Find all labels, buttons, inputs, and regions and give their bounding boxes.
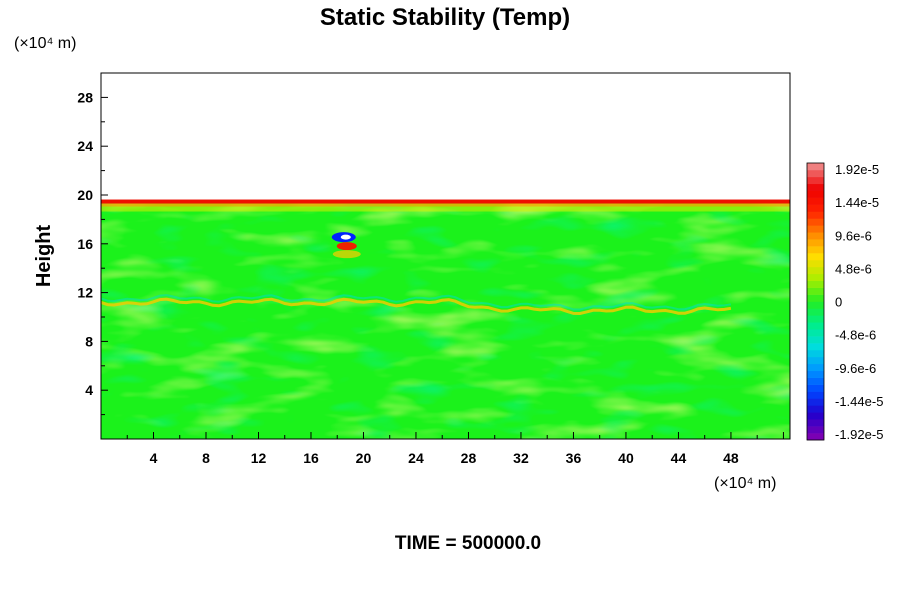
x-tick-label: 12 [251,450,267,466]
x-axis-unit: (×10⁴ m) [714,475,776,492]
colorbar-swatch [807,169,824,178]
x-tick-label: 40 [618,450,634,466]
colorbar-swatch [807,384,824,392]
colorbar-swatch [807,176,824,185]
colorbar-swatch [807,266,824,275]
colorbar-swatch [807,211,824,219]
plot-frame [100,72,791,440]
colorbar-frame [806,162,825,441]
colorbar-swatch [807,287,824,295]
x-tick-label: 4 [150,450,158,466]
colorbar-label: 1.44e-5 [835,195,879,210]
stability-field [100,73,790,439]
chart-title: Static Stability (Temp) [320,4,570,31]
colorbar-label: 4.8e-6 [835,261,872,276]
colorbar-swatch [807,322,824,330]
colorbar-swatch [807,336,824,344]
colorbar-swatch [807,391,824,399]
colorbar-swatch [807,280,824,288]
positive-band-red [101,199,790,204]
dipole-core [340,234,351,240]
colorbar: 1.92e-5 1.44e-5 9.6e-6 4.8e-6 0 -4.8e-6 -9.6e-… [806,162,883,442]
y-tick-label: 4 [85,382,93,398]
colorbar-swatch [807,405,824,413]
colorbar-label: -1.92e-5 [835,427,883,442]
x-axis: 4 8 12 16 20 24 28 32 36 40 44 48 [126,432,784,466]
colorbar-label: -4.8e-6 [835,328,876,343]
colorbar-swatch [807,218,824,226]
colorbar-label: -9.6e-6 [835,361,876,376]
field-texture-cyan [101,201,790,439]
colorbar-swatch [807,190,824,198]
stable-layer-cyan [100,294,732,311]
colorbar-swatch [807,294,824,302]
x-tick-label: 32 [513,450,529,466]
colorbar-swatch [807,356,824,365]
y-axis: 4 8 12 16 20 24 28 [77,89,108,416]
colorbar-swatch [807,349,824,358]
colorbar-swatch [807,273,824,282]
colorbar-label: 9.6e-6 [835,228,872,243]
colorbar-swatch [807,246,824,254]
colorbar-swatch [807,259,824,268]
dipole-positive [336,242,357,251]
colorbar-swatch [807,377,824,385]
x-tick-label: 28 [461,450,477,466]
y-tick-label: 16 [77,236,93,252]
y-tick-label: 24 [77,138,93,154]
colorbar-swatch [807,363,824,372]
colorbar-label: -1.44e-5 [835,394,883,409]
colorbar-swatch [807,204,824,212]
positive-band-yellow [101,206,790,212]
time-label: TIME = 500000.0 [395,533,541,554]
colorbar-swatch [807,433,824,441]
y-tick-label: 8 [85,333,93,349]
x-tick-label: 8 [202,450,210,466]
x-tick-label: 44 [671,450,687,466]
colorbar-label: 0 [835,295,842,310]
colorbar-swatch [807,183,824,191]
x-tick-label: 24 [408,450,424,466]
stable-layer [100,297,732,316]
x-tick-label: 48 [723,450,739,466]
colorbar-swatch [807,329,824,337]
colorbar-swatch [807,197,824,205]
y-tick-label: 20 [77,187,93,203]
colorbar-swatch [807,370,824,378]
positive-band-orange [101,203,790,207]
colorbar-swatch [807,315,824,323]
colorbar-swatch [807,419,824,427]
x-tick-label: 20 [356,450,372,466]
dipole-halo [332,250,361,259]
colorbar-swatch [807,398,824,406]
y-tick-label: 12 [77,285,93,301]
colorbar-swatch [807,301,824,309]
colorbar-swatch [807,239,824,247]
x-tick-label: 16 [303,450,319,466]
colorbar-swatch [807,253,824,261]
y-tick-label: 28 [77,89,93,105]
colorbar-swatch [807,163,824,171]
field-features [100,199,790,316]
colorbar-swatch [807,232,824,240]
colorbar-swatch [807,426,824,434]
colorbar-swatch [807,343,824,351]
x-tick-label: 36 [566,450,582,466]
colorbar-swatch [807,225,824,233]
colorbar-label: 1.92e-5 [835,162,879,177]
colorbar-swatch [807,308,824,316]
y-axis-unit: (×10⁴ m) [14,35,76,52]
colorbar-swatch [807,412,824,420]
y-axis-label: Height [33,225,55,288]
